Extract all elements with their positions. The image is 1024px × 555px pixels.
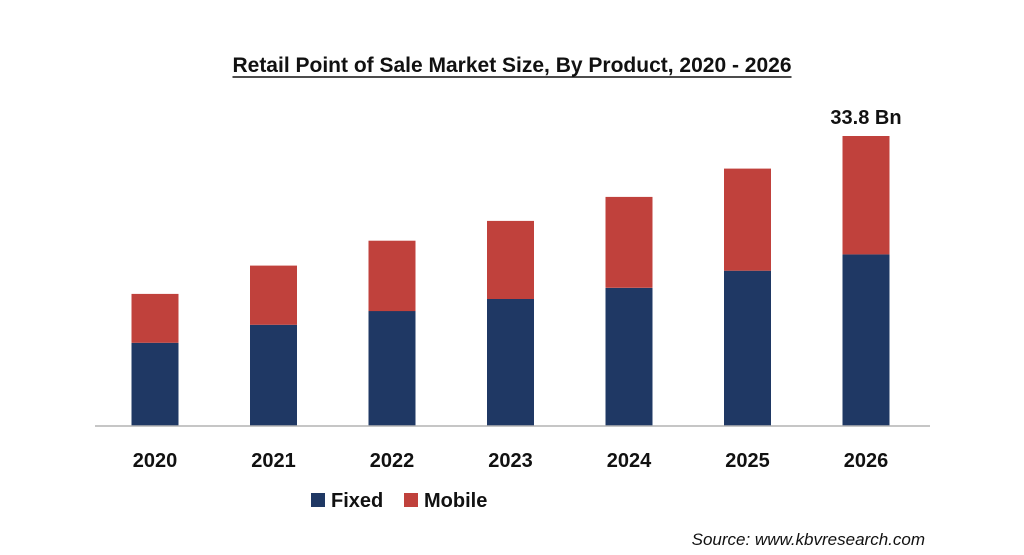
x-tick-label-2022: 2022 <box>370 450 415 472</box>
x-tick-label-2025: 2025 <box>725 450 770 472</box>
bar-mobile-2026 <box>842 136 890 255</box>
bar-mobile-2020 <box>131 293 179 343</box>
x-tick-label-2021: 2021 <box>251 450 296 472</box>
legend-label-fixed: Fixed <box>331 490 383 512</box>
bar-mobile-2022 <box>368 240 416 312</box>
x-tick-label-2024: 2024 <box>607 450 652 472</box>
x-tick-label-2023: 2023 <box>488 450 533 472</box>
legend-swatch-mobile <box>404 493 418 507</box>
bar-mobile-2023 <box>487 220 534 299</box>
x-axis-ticks: 2020 2021 2022 2023 2024 2025 2026 <box>133 450 889 472</box>
x-tick-label-2026: 2026 <box>844 450 889 472</box>
total-label-2026: 33.8 Bn <box>830 107 901 129</box>
annotations-layer: 33.8 Bn <box>830 107 901 129</box>
bar-fixed-2026 <box>842 254 890 426</box>
bar-mobile-2025 <box>724 168 771 271</box>
chart-title: Retail Point of Sale Market Size, By Pro… <box>232 54 791 77</box>
bar-fixed-2025 <box>724 270 771 426</box>
legend: Fixed Mobile <box>311 490 487 512</box>
bars-layer <box>131 136 890 426</box>
bar-mobile-2021 <box>250 265 297 325</box>
source-note: Source: www.kbvresearch.com <box>692 530 925 549</box>
bar-fixed-2022 <box>368 311 416 426</box>
x-tick-label-2020: 2020 <box>133 450 178 472</box>
bar-mobile-2024 <box>605 196 653 288</box>
legend-label-mobile: Mobile <box>424 490 487 512</box>
bar-fixed-2020 <box>131 342 179 426</box>
legend-swatch-fixed <box>311 493 325 507</box>
bar-fixed-2023 <box>487 299 534 426</box>
bar-fixed-2024 <box>605 287 653 426</box>
bar-fixed-2021 <box>250 324 297 426</box>
